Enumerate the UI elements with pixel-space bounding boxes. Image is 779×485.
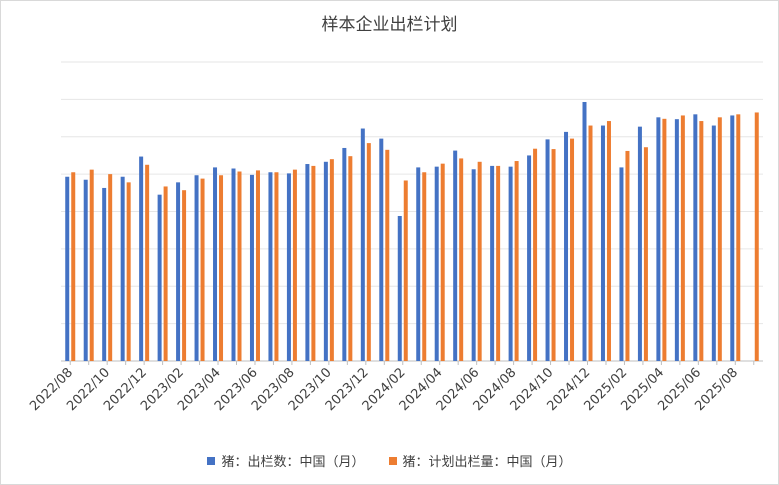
bar-output-2024/04 — [434, 166, 439, 361]
bar-plan-2025/06 — [699, 121, 704, 361]
bar-plan-2023/04 — [219, 175, 224, 361]
x-axis: 2022/082022/102022/122023/022023/042023/… — [27, 361, 755, 414]
bar-plan-2024/10 — [551, 149, 556, 361]
bar-plan-2023/08 — [292, 169, 297, 361]
bar-output-2023/03 — [194, 175, 199, 361]
bar-output-2024/10 — [545, 139, 550, 361]
bar-plan-2023/03 — [200, 178, 205, 361]
bars — [65, 101, 759, 362]
bar-plan-2025/07 — [717, 117, 722, 361]
bar-output-2023/02 — [176, 182, 181, 361]
bar-output-2023/09 — [305, 164, 310, 361]
bar-plan-2023/11 — [348, 156, 353, 361]
bar-output-2024/05 — [453, 150, 458, 361]
bar-plan-2025/04 — [662, 118, 667, 361]
bar-output-2023/12 — [360, 128, 365, 361]
bar-output-2025/05 — [674, 119, 679, 362]
bar-output-2025/02 — [619, 167, 624, 361]
bar-plan-2024/04 — [440, 163, 445, 361]
bar-output-2023/06 — [249, 174, 254, 361]
bar-plan-2023/05 — [237, 171, 242, 361]
bar-output-2024/07 — [490, 165, 495, 361]
bar-output-2025/04 — [656, 117, 661, 361]
bar-output-2024/06 — [471, 169, 476, 361]
legend-item-plan: 猪：计划出栏量：中国（月） — [388, 451, 572, 470]
bar-plan-2025/09 — [754, 112, 759, 362]
bar-output-2025/03 — [637, 126, 642, 361]
bar-plan-2022/12 — [145, 164, 150, 361]
bar-plan-2023/07 — [274, 172, 279, 361]
bar-plan-2025/05 — [680, 115, 685, 361]
bar-plan-2025/03 — [643, 147, 648, 361]
bar-plan-2024/01 — [385, 149, 390, 361]
bar-output-2024/09 — [527, 155, 532, 361]
bar-output-2024/02 — [397, 215, 402, 361]
bar-output-2024/08 — [508, 166, 513, 361]
bar-output-2024/01 — [379, 138, 384, 361]
chart-title: 样本企业出栏计划 — [321, 15, 458, 35]
bar-plan-2023/12 — [366, 143, 371, 361]
bar-output-2023/08 — [286, 173, 291, 361]
bar-output-2023/11 — [342, 147, 347, 361]
bar-output-2025/01 — [600, 125, 605, 361]
bar-plan-2025/01 — [606, 121, 611, 361]
bar-output-2025/08 — [730, 115, 735, 361]
bar-plan-2023/06 — [255, 170, 260, 361]
bar-plan-2024/12 — [588, 125, 593, 361]
bar-plan-2024/03 — [422, 172, 427, 361]
bar-plan-2022/09 — [89, 169, 94, 361]
bar-plan-2024/07 — [496, 165, 501, 361]
bar-output-2022/09 — [83, 179, 88, 361]
bar-plan-2025/02 — [625, 150, 630, 361]
bar-output-2023/07 — [268, 172, 273, 361]
bar-plan-2022/10 — [108, 174, 113, 362]
bar-output-2022/10 — [102, 187, 107, 361]
bar-plan-2022/08 — [71, 172, 76, 361]
bar-plan-2024/05 — [459, 158, 464, 361]
bar-output-2022/08 — [65, 176, 70, 361]
legend-label-plan: 猪：计划出栏量：中国（月） — [402, 455, 572, 470]
bar-plan-2023/02 — [182, 190, 187, 361]
bar-output-2025/07 — [711, 125, 716, 361]
bar-plan-2024/11 — [570, 138, 575, 361]
bar-output-2022/12 — [139, 156, 144, 361]
bar-output-2023/05 — [231, 168, 236, 361]
legend-item-output: 猪：出栏数：中国（月） — [207, 451, 365, 470]
legend-label-output: 猪：出栏数：中国（月） — [221, 455, 365, 470]
bar-plan-2022/11 — [126, 182, 131, 361]
bar-plan-2024/08 — [514, 161, 519, 361]
bar-output-2024/12 — [582, 101, 587, 362]
bar-output-2025/06 — [693, 114, 698, 361]
bar-plan-2023/09 — [311, 165, 316, 361]
bar-output-2024/03 — [416, 167, 421, 361]
bar-plan-2024/06 — [477, 161, 482, 361]
bar-plan-2025/08 — [736, 114, 741, 361]
bar-plan-2023/10 — [329, 159, 334, 361]
bar-output-2023/01 — [157, 194, 162, 361]
bar-output-2023/04 — [213, 167, 218, 361]
bar-output-2023/10 — [323, 161, 328, 361]
bar-output-2024/11 — [564, 131, 569, 361]
legend-swatch-output — [207, 456, 216, 465]
bar-plan-2023/01 — [163, 186, 168, 361]
bar-plan-2024/09 — [533, 148, 538, 361]
legend-swatch-plan — [388, 456, 397, 465]
bar-output-2022/11 — [120, 176, 125, 361]
legend: 猪：出栏数：中国（月） 猪：计划出栏量：中国（月） — [0, 451, 779, 470]
bar-plan-2024/02 — [403, 180, 408, 361]
